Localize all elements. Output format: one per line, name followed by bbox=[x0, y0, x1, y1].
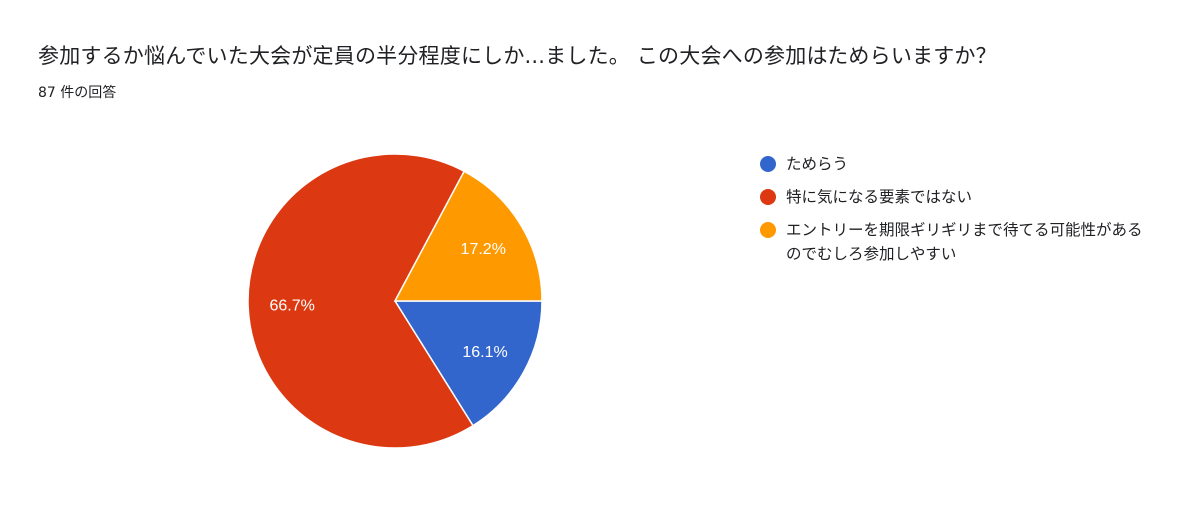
slice-label: 16.1% bbox=[462, 344, 507, 361]
question-title: 参加するか悩んでいた大会が定員の半分程度にしか...ました。 この大会への参加は… bbox=[38, 44, 997, 68]
response-count: 87 件の回答 bbox=[38, 85, 117, 101]
pie-slice[interactable] bbox=[393, 170, 543, 302]
pie-slice[interactable] bbox=[247, 153, 475, 449]
legend-label: 特に気になる要素ではない bbox=[786, 188, 973, 206]
slice-label: 66.7% bbox=[269, 298, 314, 315]
legend-swatch bbox=[760, 189, 776, 205]
legend-swatch bbox=[760, 156, 776, 172]
legend-label: ためらう bbox=[786, 155, 849, 173]
legend-swatch bbox=[760, 222, 776, 238]
legend-item[interactable]: エントリーを期限ギリギリまで待てる可能性があるのでむしろ参加しやすい bbox=[760, 218, 1150, 266]
legend-item[interactable]: ためらう bbox=[760, 152, 1150, 176]
legend-label: エントリーを期限ギリギリまで待てる可能性があるのでむしろ参加しやすい bbox=[786, 221, 1143, 263]
pie-slice[interactable] bbox=[393, 300, 543, 427]
slice-label: 17.2% bbox=[461, 241, 506, 258]
legend: ためらう特に気になる要素ではないエントリーを期限ギリギリまで待てる可能性があるの… bbox=[760, 152, 1150, 275]
legend-item[interactable]: 特に気になる要素ではない bbox=[760, 185, 1150, 209]
